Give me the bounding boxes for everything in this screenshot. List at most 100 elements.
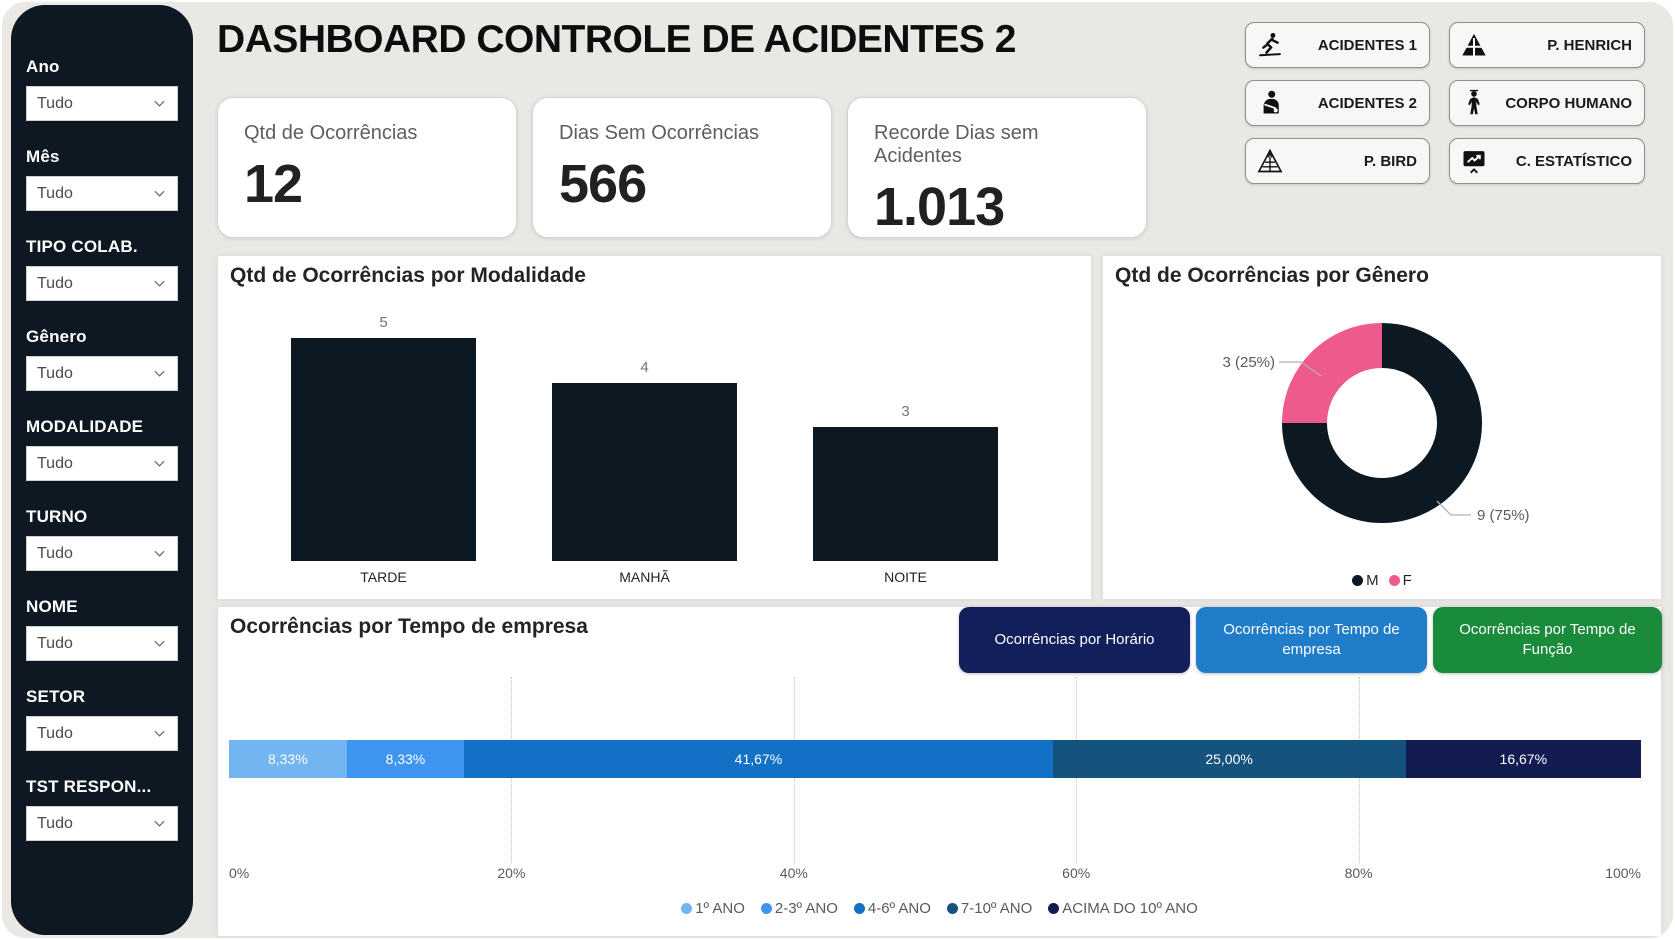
kpi-value: 12 [244,154,303,214]
donut-legend-item-f[interactable]: F [1388,572,1412,589]
filter-label: NOME [26,597,78,616]
stacked-segment-4-6-ano[interactable]: 41,67% [464,740,1053,778]
nav-button-p-bird[interactable]: P. BIRD [1245,138,1430,184]
bar-chart-plot: 5 TARDE 4 MANHÃ 3 NOITE [253,286,1036,587]
bar-data-label: 4 [640,359,649,376]
stacked-chart-plot: 8,33% 8,33% 41,67% 25,00% 16,67% 0% 20% 40% 60%… [229,677,1641,889]
page-title: DASHBOARD CONTROLE DE ACIDENTES 2 [217,18,1016,61]
legend-dot-icon [1388,575,1400,586]
filter-dropdown-modalidade[interactable]: Tudo [26,446,178,481]
tab-button-ocorr-ncias-por-tempo-de-fun-o[interactable]: Ocorrências por Tempo de Função [1433,607,1662,673]
filter-dropdown-turno[interactable]: Tudo [26,536,178,571]
chevron-down-icon [152,186,167,201]
stacked-legend-item-1-ano[interactable]: 1º ANO [681,900,745,917]
filter-selected-value: Tudo [37,184,73,202]
chevron-down-icon [152,816,167,831]
bar-manhã[interactable] [552,383,737,561]
bar-chart-title: Qtd de Ocorrências por Modalidade [230,264,586,287]
stacked-chart-title: Ocorrências por Tempo de empresa [230,615,588,638]
stacked-legend-item-2-3-ano[interactable]: 2-3º ANO [760,900,838,917]
donut-chart[interactable] [1282,323,1482,523]
kpi-card-0: Qtd de Ocorrências 12 [217,97,517,238]
donut-legend-item-m[interactable]: M [1352,572,1379,589]
legend-label: 2-3º ANO [774,900,838,917]
nav-button-label: ACIDENTES 1 [1317,36,1417,54]
kpi-value: 566 [559,154,647,214]
filter-dropdown-setor[interactable]: Tudo [26,716,178,751]
filter-group-1: Mês Tudo [26,147,178,211]
legend-dot-icon [681,903,693,914]
stacked-legend-item-acima-do-10-ano[interactable]: ACIMA DO 10º ANO [1048,900,1198,917]
chevron-down-icon [152,726,167,741]
bar-tarde[interactable] [291,338,476,561]
nav-button-c-estat-stico[interactable]: C. ESTATÍSTICO [1449,138,1645,184]
filter-label: TIPO COLAB. [26,237,138,256]
tab-button-ocorr-ncias-por-hor-rio[interactable]: Ocorrências por Horário [959,607,1190,673]
tab-button-ocorr-ncias-por-tempo-de-empresa[interactable]: Ocorrências por Tempo de empresa [1196,607,1427,673]
chart-board-icon [1460,146,1490,176]
kpi-card-2: Recorde Dias sem Acidentes 1.013 [847,97,1147,238]
donut-callout-line-m [1436,500,1471,516]
filter-selected-value: Tudo [37,634,73,652]
legend-label: ACIMA DO 10º ANO [1062,900,1198,917]
stacked-segment-acima-do-10-ano[interactable]: 16,67% [1405,740,1641,778]
nav-button-label: P. HENRICH [1547,36,1632,54]
chevron-down-icon [152,276,167,291]
nav-button-label: ACIDENTES 2 [1317,94,1417,112]
chevron-down-icon [152,96,167,111]
x-axis-tick: 40% [779,865,808,881]
stacked-legend-item-7-10-ano[interactable]: 7-10º ANO [946,900,1032,917]
filter-group-2: TIPO COLAB. Tudo [26,237,178,301]
filter-dropdown-g-nero[interactable]: Tudo [26,356,178,391]
filter-selected-value: Tudo [37,274,73,292]
bar-column: 4 MANHÃ [514,286,775,587]
stacked-legend-item-4-6-ano[interactable]: 4-6º ANO [853,900,931,917]
nav-button-grid: ACIDENTES 1 P. HENRICH ACIDENTES 2 CORPO HU… [1245,22,1645,184]
filter-dropdown-tipo-colab-[interactable]: Tudo [26,266,178,301]
donut-callout-m: 9 (75%) [1477,507,1530,524]
kpi-card-1: Dias Sem Ocorrências 566 [532,97,832,238]
filter-group-5: TURNO Tudo [26,507,178,571]
bar-category-label: MANHÃ [619,569,670,585]
stacked-segment-1-ano[interactable]: 8,33% [229,740,347,778]
stacked-segment-2-3-ano[interactable]: 8,33% [346,740,465,778]
filter-selected-value: Tudo [37,724,73,742]
filter-dropdown-m-s[interactable]: Tudo [26,176,178,211]
nav-button-label: P. BIRD [1363,152,1417,170]
filter-label: TURNO [26,507,88,526]
filter-selected-value: Tudo [37,364,73,382]
bar-category-label: NOITE [884,569,927,585]
filter-sidebar: Ano Tudo Mês Tudo TIPO COLAB. Tudo Gênero Tudo M… [11,5,193,935]
stacked-chart-panel: Ocorrências por Tempo de empresa Ocorrên… [217,606,1662,937]
nav-button-acidentes-2[interactable]: ACIDENTES 2 [1245,80,1430,126]
donut-chart-panel: Qtd de Ocorrências por Gênero 3 (25%) 9 … [1102,255,1662,600]
bar-data-label: 5 [379,314,388,331]
kpi-label: Dias Sem Ocorrências [559,122,760,144]
x-axis-tick: 100% [1605,865,1641,881]
nav-button-p-henrich[interactable]: P. HENRICH [1449,22,1645,68]
legend-label: 1º ANO [695,900,745,917]
legend-label: M [1366,572,1379,589]
bar-noite[interactable] [813,427,998,561]
filter-list: Ano Tudo Mês Tudo TIPO COLAB. Tudo Gênero Tudo M… [26,57,178,841]
nav-button-label: CORPO HUMANO [1505,94,1632,112]
filter-dropdown-ano[interactable]: Tudo [26,86,178,121]
bar-column: 3 NOITE [775,286,1036,587]
chevron-down-icon [152,456,167,471]
chevron-down-icon [152,636,167,651]
filter-group-3: Gênero Tudo [26,327,178,391]
person-slipping-icon [1256,30,1286,60]
filter-group-0: Ano Tudo [26,57,178,121]
filter-selected-value: Tudo [37,814,73,832]
nav-button-corpo-humano[interactable]: CORPO HUMANO [1449,80,1645,126]
chevron-down-icon [152,366,167,381]
legend-label: 4-6º ANO [867,900,931,917]
filter-dropdown-tst-respon-[interactable]: Tudo [26,806,178,841]
stacked-segment-7-10-ano[interactable]: 25,00% [1052,740,1406,778]
nav-button-acidentes-1[interactable]: ACIDENTES 1 [1245,22,1430,68]
bar-column: 5 TARDE [253,286,514,587]
filter-dropdown-nome[interactable]: Tudo [26,626,178,661]
donut-chart-title: Qtd de Ocorrências por Gênero [1115,264,1429,287]
legend-label: F [1402,572,1412,589]
